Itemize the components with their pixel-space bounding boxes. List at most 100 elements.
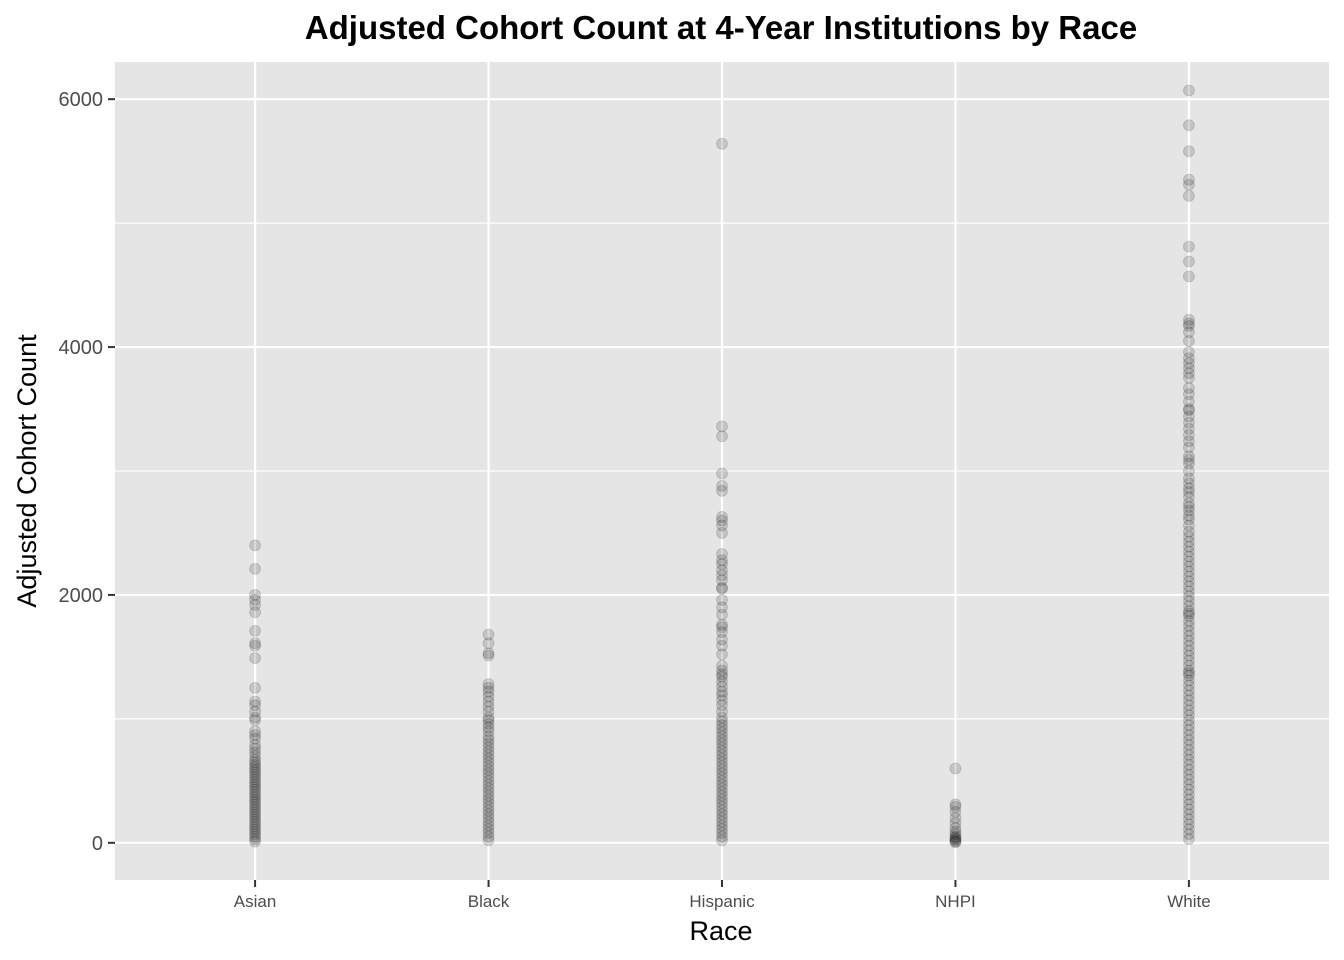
data-point [1182, 818, 1195, 831]
data-point [1182, 709, 1195, 722]
data-point [716, 664, 728, 677]
data-point [1182, 733, 1195, 746]
data-point [1182, 728, 1195, 741]
data-point [716, 737, 728, 750]
data-point [716, 726, 728, 739]
data-point [482, 789, 495, 802]
x-tick-label: Hispanic [689, 892, 755, 911]
data-point [249, 652, 262, 665]
data-point [1182, 669, 1195, 682]
data-point [716, 756, 728, 769]
data-point [716, 804, 728, 817]
data-point [249, 714, 262, 727]
data-point [482, 834, 495, 847]
data-point [249, 835, 262, 848]
data-point [482, 714, 495, 727]
data-point [1182, 453, 1195, 466]
data-point [1182, 555, 1195, 568]
data-point [1182, 477, 1195, 490]
data-point [716, 680, 728, 693]
data-point [1182, 590, 1195, 603]
data-point [1182, 550, 1195, 563]
data-point [249, 761, 262, 774]
x-tick-label: NHPI [935, 892, 976, 911]
data-point [249, 758, 262, 771]
data-point [1182, 504, 1195, 517]
data-point [1182, 519, 1195, 532]
data-point [1182, 823, 1195, 836]
data-point [949, 836, 962, 849]
data-point [249, 818, 262, 831]
data-point [482, 752, 495, 765]
data-point [249, 738, 262, 751]
data-point [1182, 173, 1195, 186]
data-point [482, 830, 495, 843]
data-point [249, 813, 262, 826]
data-point [716, 137, 728, 150]
data-point [482, 628, 495, 641]
data-point [249, 773, 262, 786]
data-point [249, 728, 262, 741]
data-point [249, 711, 262, 724]
data-point [1182, 664, 1195, 677]
data-point [1182, 472, 1195, 485]
data-point [249, 771, 262, 784]
data-point [716, 675, 728, 688]
data-point [1182, 334, 1195, 347]
data-point [1182, 575, 1195, 588]
data-point [716, 722, 728, 735]
data-point [1182, 326, 1195, 339]
data-point [249, 742, 262, 755]
data-point [249, 805, 262, 818]
data-point [949, 835, 962, 848]
data-point [249, 790, 262, 803]
data-point [716, 564, 728, 577]
data-point [482, 778, 495, 791]
data-point [482, 733, 495, 746]
data-point [716, 621, 728, 634]
data-point [1182, 753, 1195, 766]
data-point [482, 819, 495, 832]
data-point [949, 831, 962, 844]
data-point [482, 771, 495, 784]
data-point [1182, 560, 1195, 573]
data-point [716, 608, 728, 621]
data-point [1182, 619, 1195, 632]
data-point [1182, 714, 1195, 727]
data-point [716, 618, 728, 631]
data-point [249, 823, 262, 836]
data-point [1182, 540, 1195, 553]
data-point [716, 730, 728, 743]
data-point [249, 828, 262, 841]
data-point [1182, 674, 1195, 687]
data-point [249, 776, 262, 789]
data-point [1182, 719, 1195, 732]
data-point [249, 705, 262, 718]
data-point [716, 782, 728, 795]
data-point [1182, 270, 1195, 283]
data-point [949, 828, 962, 841]
data-point [249, 781, 262, 794]
data-point [1182, 313, 1195, 326]
data-point [249, 763, 262, 776]
data-point [716, 626, 728, 639]
data-point [482, 721, 495, 734]
data-point [1182, 422, 1195, 435]
data-point [1182, 525, 1195, 538]
data-point [716, 430, 728, 443]
data-point [716, 812, 728, 825]
major-gridlines [115, 62, 1329, 880]
data-point [716, 759, 728, 772]
data-point [716, 748, 728, 761]
data-point [1182, 491, 1195, 504]
data-point [1182, 743, 1195, 756]
data-point [249, 637, 262, 650]
data-point [249, 695, 262, 708]
data-point [1182, 84, 1195, 97]
x-axis: Asian Black Hispanic NHPI White [234, 880, 1211, 911]
data-point [716, 593, 728, 606]
data-point [1182, 629, 1195, 642]
data-point [1182, 403, 1195, 416]
data-point [249, 753, 262, 766]
